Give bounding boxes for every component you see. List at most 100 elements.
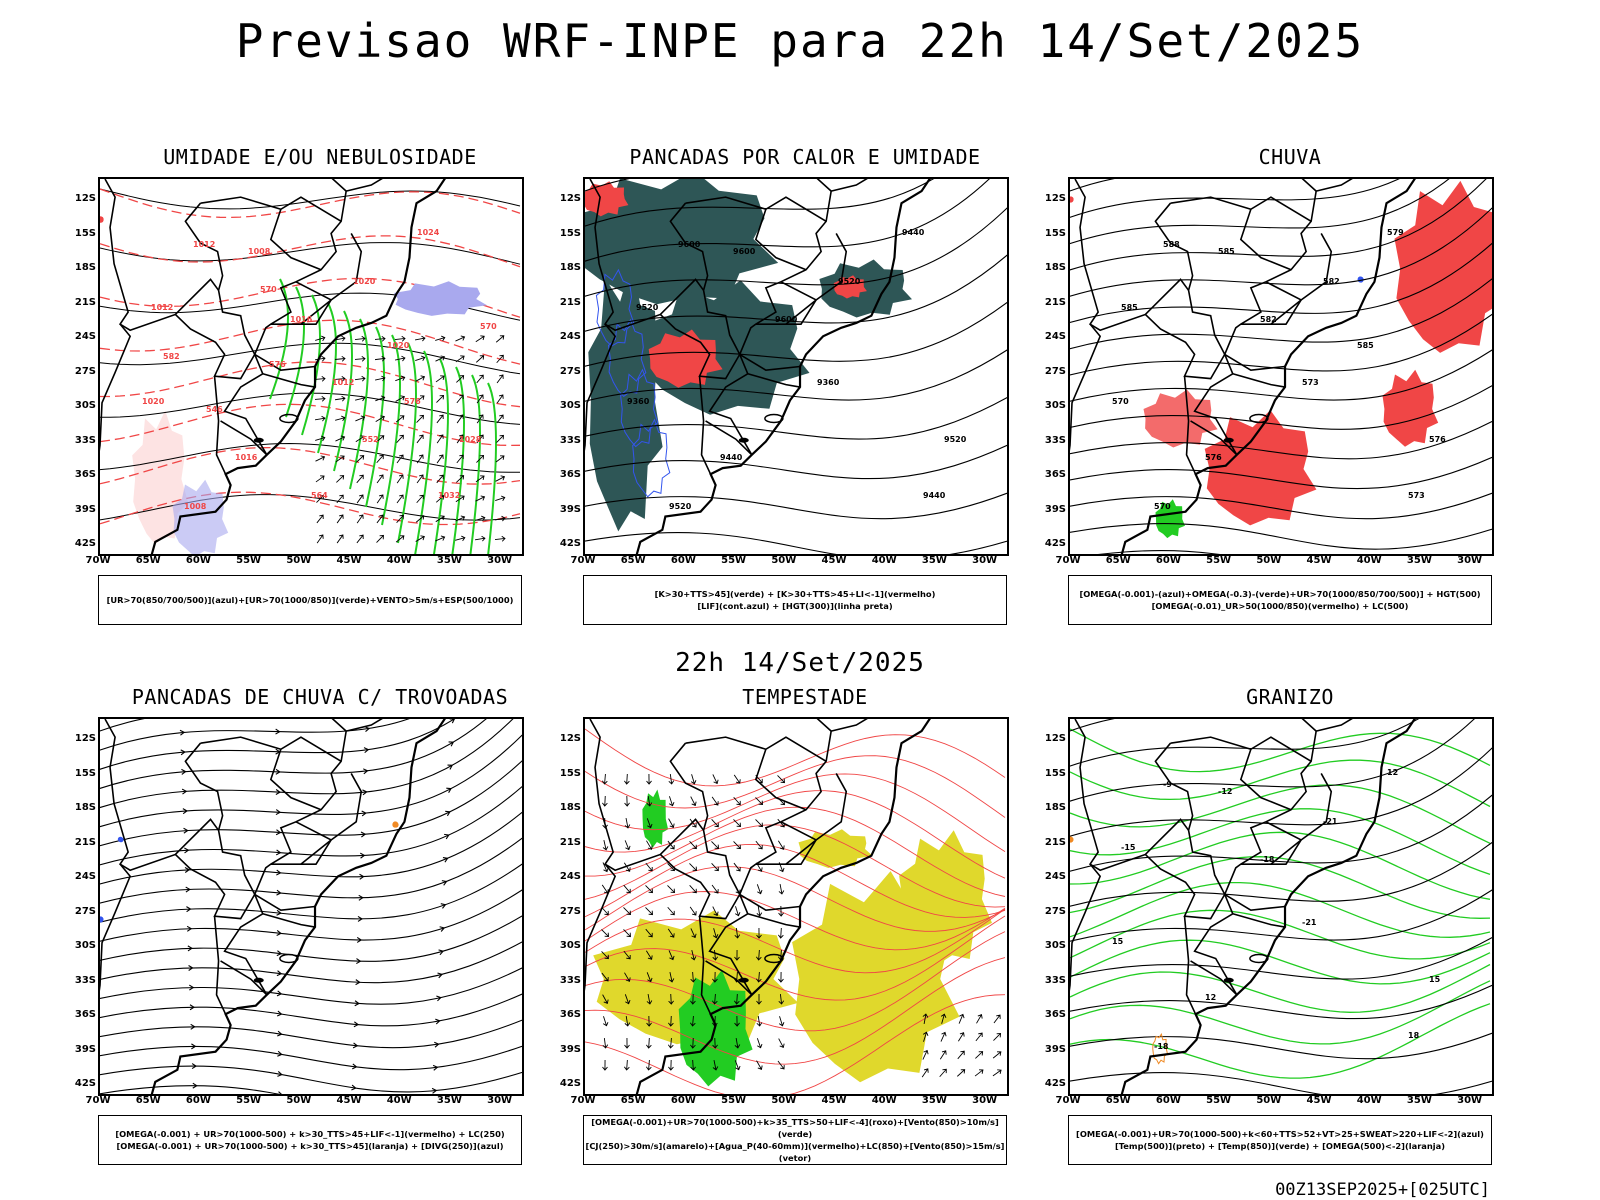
state-border bbox=[300, 773, 363, 865]
contour-label: -9 bbox=[1163, 780, 1172, 789]
streamline-arrow bbox=[444, 833, 450, 840]
streamline bbox=[585, 254, 1007, 332]
coastline bbox=[1120, 179, 1416, 554]
wind-vector bbox=[756, 1060, 763, 1070]
wind-vector bbox=[646, 840, 653, 850]
wind-vector bbox=[690, 971, 697, 983]
lon-label: 70W bbox=[85, 555, 111, 566]
streamline bbox=[1070, 984, 1492, 1020]
wind-vector bbox=[354, 335, 366, 342]
streamline bbox=[100, 719, 410, 751]
wind-vector bbox=[712, 1037, 718, 1049]
lon-label: 45W bbox=[336, 555, 362, 566]
contour-label: 9440 bbox=[902, 228, 925, 237]
contour-label: -12 bbox=[1218, 787, 1232, 796]
state-border bbox=[685, 196, 767, 211]
streamline-arrow bbox=[276, 1010, 283, 1017]
wind-vector bbox=[415, 335, 426, 342]
lon-label: 35W bbox=[436, 555, 462, 566]
state-border bbox=[1232, 372, 1286, 388]
panel-title: TEMPESTADE bbox=[742, 685, 868, 709]
state-border bbox=[104, 719, 220, 872]
wind-vector bbox=[475, 475, 485, 483]
streamline-arrow bbox=[276, 970, 283, 977]
state-border bbox=[213, 916, 227, 1015]
streamline bbox=[100, 785, 522, 866]
lagoa-mirim bbox=[738, 977, 749, 983]
lon-label: 30W bbox=[972, 1095, 998, 1106]
streamline-arrow bbox=[184, 867, 191, 873]
wind850-vectors bbox=[601, 773, 785, 1071]
streamline bbox=[100, 1065, 522, 1093]
lon-label: 35W bbox=[436, 1095, 462, 1106]
wind-vector bbox=[496, 394, 504, 404]
wind-vector bbox=[939, 1050, 947, 1060]
wind-vector bbox=[711, 796, 719, 806]
wind-vector bbox=[668, 773, 675, 785]
state-border bbox=[816, 179, 832, 192]
legend-line: [CJ(250)>30m/s](amarelo)+[Agua_P(40-60mm… bbox=[585, 1141, 1005, 1163]
wind-vector bbox=[396, 474, 404, 484]
lon-label: 50W bbox=[286, 1095, 312, 1106]
lon-label: 50W bbox=[286, 555, 312, 566]
contour-label: 576 bbox=[1429, 435, 1446, 444]
state-border bbox=[1239, 196, 1312, 271]
lagoa-dos-patos bbox=[279, 953, 299, 964]
state-border bbox=[174, 313, 256, 380]
wind-vector bbox=[777, 840, 785, 850]
panel-umidade: UMIDADE E/OU NEBULOSIDADE 12S 15S 18S 21S 24S… bbox=[70, 145, 570, 645]
wind-vector bbox=[711, 884, 719, 894]
streamline-arrow bbox=[276, 869, 282, 876]
wind-vector bbox=[375, 395, 386, 402]
streamline-arrow bbox=[276, 930, 282, 936]
wind-vector bbox=[689, 906, 697, 916]
streamline bbox=[585, 444, 1007, 480]
wind-vector bbox=[336, 494, 344, 504]
legend-line: [UR>70(850/700/500)](azul)+[UR>70(1000/8… bbox=[106, 595, 514, 605]
wind-vector bbox=[436, 454, 444, 464]
humidity-green-contour bbox=[487, 382, 497, 554]
wind-vector bbox=[957, 1069, 966, 1077]
lon-label: 50W bbox=[771, 1095, 797, 1106]
coastline bbox=[150, 719, 446, 1094]
streamline-arrow bbox=[363, 747, 370, 754]
map-canvas: 588 585 585 582 582 579 576 573 570 576 573 570 585 bbox=[1070, 179, 1492, 554]
wind-vector bbox=[690, 928, 697, 939]
lat-label: 36S bbox=[74, 469, 96, 480]
contour-label: -21 bbox=[1302, 918, 1317, 927]
streamline bbox=[100, 1085, 281, 1094]
streamline-arrow bbox=[437, 972, 444, 979]
wind-vector bbox=[958, 1013, 965, 1024]
legend-line: [K>30+TTS>45](verde) + [K>30+TTS>45+LI<-… bbox=[654, 589, 936, 599]
humidity-green-contour bbox=[365, 326, 385, 508]
lon-label: 60W bbox=[1155, 1095, 1181, 1106]
state-border bbox=[1170, 736, 1252, 751]
wind-vector bbox=[755, 797, 764, 806]
wind-vector bbox=[455, 335, 466, 342]
streamline bbox=[585, 301, 1007, 367]
streamline-arrow bbox=[435, 1018, 441, 1025]
wind-vector bbox=[316, 514, 324, 524]
state-border bbox=[184, 202, 256, 355]
wind-vector bbox=[668, 1059, 674, 1071]
wind-vector bbox=[646, 994, 653, 1005]
state-border bbox=[816, 719, 832, 732]
lat-label: 12S bbox=[74, 193, 96, 204]
streamline-arrow bbox=[183, 827, 189, 834]
wind-vector bbox=[667, 885, 676, 894]
streamline-arrow bbox=[432, 1064, 439, 1071]
streamline bbox=[1070, 719, 1115, 732]
wind-vector bbox=[756, 1015, 763, 1027]
state-border bbox=[269, 196, 342, 271]
lc850-red-streamlines bbox=[585, 728, 1006, 1094]
wind-vector bbox=[669, 796, 675, 807]
wind-vector bbox=[376, 534, 384, 543]
streamline bbox=[1070, 523, 1492, 550]
state-border bbox=[1190, 960, 1238, 996]
contour-label: 573 bbox=[1302, 378, 1319, 387]
streamline-arrow bbox=[179, 729, 186, 736]
wind-vector bbox=[376, 474, 384, 484]
legend-line: [OMEGA(-0.001)-(azul)+OMEGA(-0.3)-(verde… bbox=[1079, 589, 1481, 599]
contour-label: -15 bbox=[1121, 843, 1136, 852]
lat-label: 30S bbox=[74, 400, 96, 411]
